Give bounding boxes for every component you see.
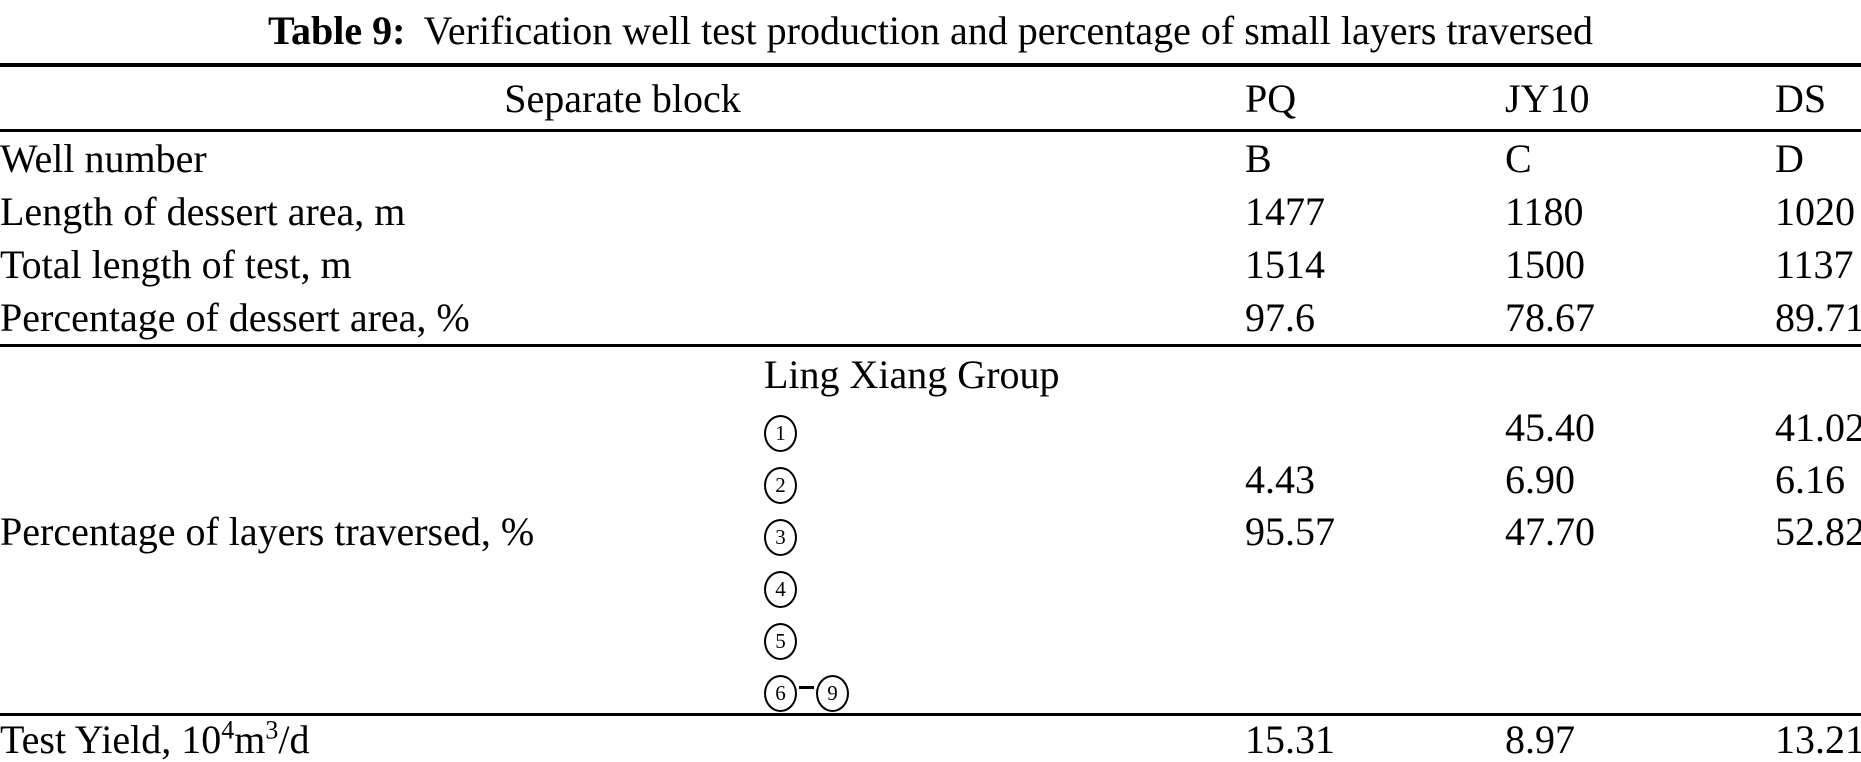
cell-value: 1020 — [1775, 189, 1855, 234]
circled-number-icon: 6 — [764, 674, 797, 712]
column-header-jy10: JY10 — [1505, 75, 1590, 121]
cell-value: 1514 — [1245, 242, 1325, 287]
cell-value: 15.31 — [1245, 717, 1335, 762]
row-label: Test Yield, 104m3/d — [0, 715, 310, 762]
cell-value: 95.57 — [1245, 508, 1335, 554]
table-row-layer-5: 5 — [0, 609, 1861, 661]
cell-value: 8.97 — [1505, 717, 1575, 762]
column-header-pq: PQ — [1245, 75, 1297, 121]
cell-value — [1245, 401, 1505, 453]
cell-value — [1775, 557, 1861, 609]
cell-value: 78.67 — [1505, 295, 1595, 340]
circled-number-icon: 3 — [764, 518, 797, 556]
cell-value: B — [1245, 136, 1272, 181]
column-header-ds: DS — [1775, 75, 1827, 121]
cell-value: 47.70 — [1505, 508, 1595, 554]
cell-value: 4.43 — [1245, 456, 1315, 502]
cell-value: 1137 — [1775, 242, 1854, 287]
cell-value: 45.40 — [1505, 404, 1595, 450]
row-label: Percentage of dessert area, % — [0, 295, 470, 340]
cell-value — [1505, 661, 1775, 715]
circled-number-icon: 1 — [764, 414, 797, 452]
cell-value: D — [1775, 136, 1804, 181]
row-label: Total length of test, m — [0, 242, 352, 287]
cell-value — [1245, 609, 1505, 661]
table-row: Percentage of dessert area, % 97.6 78.67… — [0, 291, 1861, 346]
data-table: Separate block PQ JY10 DS Well number B … — [0, 63, 1861, 762]
cell-value — [1245, 557, 1505, 609]
cell-value — [1505, 609, 1775, 661]
cell-value — [1775, 661, 1861, 715]
table-row: Total length of test, m 1514 1500 1137 — [0, 238, 1861, 291]
table-row-group-header: Ling Xiang Group — [0, 346, 1861, 402]
table-row-test-yield: Test Yield, 104m3/d 15.31 8.97 13.21 — [0, 715, 1861, 762]
cell-value: 1180 — [1505, 189, 1584, 234]
circled-number-icon: 4 — [764, 570, 797, 608]
table-row-layer-3: Percentage of layers traversed, % 3 95.5… — [0, 505, 1861, 557]
cell-value — [1775, 609, 1861, 661]
table-row: Well number B C D — [0, 131, 1861, 186]
table-caption-number: Table 9: — [267, 8, 406, 53]
cell-value: 1477 — [1245, 189, 1325, 234]
table-row-layer-2: 2 4.43 6.90 6.16 — [0, 453, 1861, 505]
circled-number-icon: 9 — [816, 674, 849, 712]
circled-number-icon: 5 — [764, 622, 797, 660]
cell-value: 13.21 — [1775, 717, 1861, 762]
table-row: Length of dessert area, m 1477 1180 1020 — [0, 185, 1861, 238]
row-label: Length of dessert area, m — [0, 189, 406, 234]
cell-value: 6.16 — [1775, 456, 1845, 502]
table-caption-text: Verification well test production and pe… — [423, 8, 1593, 53]
table-row-layer-4: 4 — [0, 557, 1861, 609]
cell-value — [1245, 661, 1505, 715]
cell-value: 89.71 — [1775, 295, 1861, 340]
cell-value: C — [1505, 136, 1532, 181]
table-row-layer-1: 1 45.40 41.02 — [0, 401, 1861, 453]
table-header-row: Separate block PQ JY10 DS — [0, 65, 1861, 131]
cell-value: 41.02 — [1775, 404, 1861, 450]
cell-value: 1500 — [1505, 242, 1585, 287]
cell-value: 97.6 — [1245, 295, 1315, 340]
cell-value: 52.82 — [1775, 508, 1861, 554]
cell-value — [1505, 557, 1775, 609]
row-label: Percentage of layers traversed, % — [0, 508, 535, 554]
row-label: Well number — [0, 136, 207, 181]
circled-number-icon: 2 — [764, 466, 797, 504]
cell-value: 6.90 — [1505, 456, 1575, 502]
column-header-separate-block: Separate block — [504, 75, 741, 121]
range-dash — [799, 685, 814, 689]
group-label: Ling Xiang Group — [764, 351, 1060, 397]
table-caption: Table 9: Verification well test productio… — [0, 2, 1861, 62]
